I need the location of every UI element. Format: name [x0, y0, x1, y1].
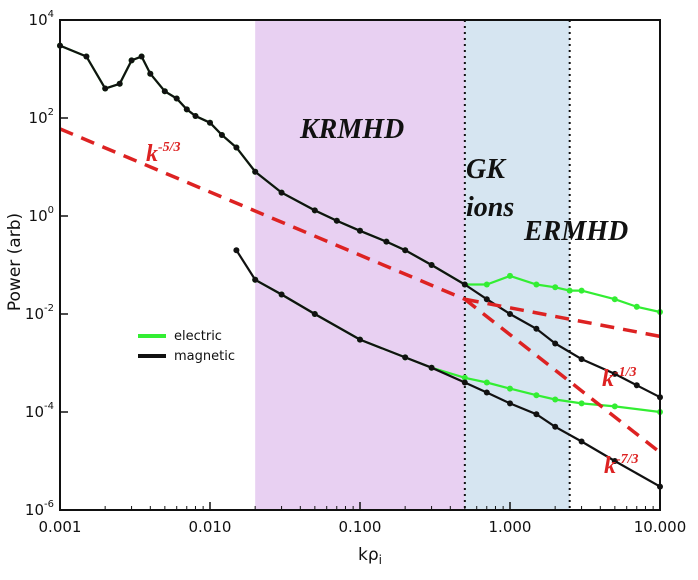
series-point-magnetic-lower: [233, 247, 240, 254]
x-tick-label: 0.100: [339, 518, 382, 536]
series-point-magnetic: [102, 85, 109, 92]
y-tick-label: 102: [29, 107, 54, 127]
series-point-magnetic: [533, 325, 540, 332]
series-point-magnetic: [357, 227, 363, 234]
series-point-electric-lower: [533, 392, 540, 399]
region-band-1: [464, 20, 570, 510]
series-point-electric-lower: [507, 385, 513, 392]
series-point-magnetic: [233, 144, 240, 151]
series-point-electric: [566, 287, 573, 294]
series-point-magnetic-lower: [278, 291, 285, 298]
y-tick-label: 100: [29, 205, 54, 225]
series-point-magnetic: [138, 53, 145, 60]
series-point-electric: [507, 272, 513, 279]
series-point-magnetic: [128, 57, 135, 64]
y-tick-label: 10-2: [25, 303, 54, 323]
series-point-magnetic: [578, 356, 585, 363]
series-point-magnetic: [161, 88, 168, 95]
series-point-magnetic: [192, 113, 199, 119]
annotation-layer: KRMHD GK ions ERMHD k-5/3 k-1/3 k-7/3 electric m…: [138, 114, 639, 479]
series-point-magnetic-lower: [552, 423, 559, 430]
y-tick-label: 10-6: [25, 499, 54, 519]
series-point-magnetic-lower: [428, 364, 435, 371]
y-tick-label: 104: [29, 9, 54, 29]
region-label-1-1: ions: [466, 192, 514, 223]
x-axis-label: kρi: [358, 545, 382, 567]
series-point-magnetic-lower: [483, 389, 490, 396]
region-label-1-0: GK: [466, 154, 507, 185]
series-point-magnetic-lower: [611, 458, 618, 464]
slope-label-2: k-7/3: [604, 452, 639, 479]
series-point-magnetic: [218, 132, 225, 138]
series-point-electric-lower: [483, 379, 490, 386]
series-point-magnetic: [333, 217, 340, 224]
series-point-magnetic: [633, 382, 640, 389]
series-point-electric: [552, 284, 559, 291]
series-point-magnetic: [147, 70, 154, 77]
series-point-magnetic-lower: [461, 379, 468, 386]
series-point-magnetic: [183, 106, 190, 113]
series-point-magnetic-lower: [402, 354, 409, 361]
series-point-magnetic-lower: [357, 336, 363, 343]
series-point-electric: [633, 303, 640, 310]
series-point-electric: [611, 296, 618, 303]
y-axis: 104 102 100 10-2 10-4 10-6: [25, 9, 68, 519]
ref-line-1: [464, 297, 661, 339]
series-point-magnetic: [252, 168, 259, 175]
regions-layer: [255, 20, 570, 510]
legend-label-electric: electric: [174, 329, 222, 344]
region-label-0: KRMHD: [299, 114, 404, 145]
slope-label-1: k-1/3: [602, 365, 637, 392]
series-point-magnetic-lower: [533, 411, 540, 418]
x-tick-label: 0.001: [39, 518, 82, 536]
series-point-magnetic: [383, 238, 390, 245]
series-point-magnetic: [507, 311, 513, 317]
series-point-electric: [483, 281, 490, 288]
x-tick-label: 1.000: [489, 518, 532, 536]
series-point-electric-lower: [611, 403, 618, 410]
series-point-magnetic: [402, 247, 409, 254]
series-point-magnetic: [116, 80, 123, 87]
y-tick-label: 10-4: [25, 401, 54, 421]
series-point-magnetic: [207, 119, 213, 126]
region-label-2: ERMHD: [523, 216, 628, 247]
series-point-electric-lower: [552, 396, 559, 403]
series-point-electric-lower: [578, 400, 585, 407]
y-axis-label: Power (arb): [5, 213, 25, 311]
series-point-magnetic-lower: [311, 311, 318, 317]
x-axis: 0.001 0.010 0.100 1.000 10.000: [39, 502, 687, 536]
series-layer: [57, 42, 663, 490]
series-point-magnetic: [428, 262, 435, 268]
series-point-magnetic: [83, 53, 90, 60]
series-point-electric: [578, 287, 585, 294]
series-point-magnetic-lower: [507, 400, 513, 407]
markers-layer: [463, 20, 571, 510]
series-point-magnetic-lower: [252, 276, 259, 283]
series-point-electric: [533, 281, 540, 288]
series-point-magnetic: [461, 281, 468, 288]
reference-lines-layer: [59, 127, 662, 454]
slope-label-0: k-5/3: [146, 140, 181, 167]
series-point-magnetic: [173, 95, 180, 102]
series-point-magnetic: [278, 189, 285, 196]
series-point-magnetic: [483, 296, 490, 303]
ref-line-0: [59, 127, 466, 301]
series-point-magnetic: [611, 370, 618, 377]
x-tick-label: 0.010: [189, 518, 232, 536]
series-point-magnetic: [311, 207, 318, 214]
ref-line-2: [463, 297, 662, 454]
series-point-magnetic-lower: [578, 438, 585, 445]
legend-label-magnetic: magnetic: [174, 349, 235, 364]
series-point-electric-lower: [461, 374, 468, 381]
series-point-magnetic: [552, 340, 559, 347]
x-tick-label: 10.000: [634, 518, 687, 536]
